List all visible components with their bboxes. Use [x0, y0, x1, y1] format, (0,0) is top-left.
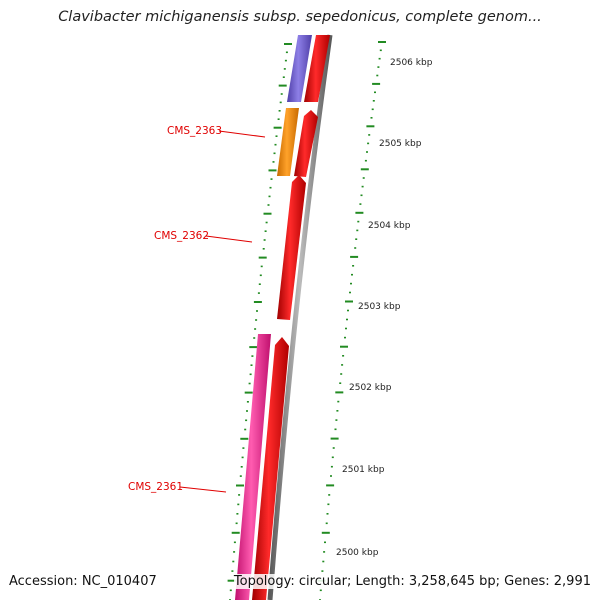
- ruler-labels: 2506 kbp 2505 kbp 2504 kbp 2503 kbp 2502…: [336, 58, 433, 558]
- topology-summary-text: Topology: circular; Length: 3,258,645 bp…: [233, 574, 591, 589]
- map-title: Clavibacter michiganensis subsp. sepedon…: [58, 9, 542, 25]
- gene-label-leader-cms-2363: [218, 130, 266, 138]
- accession-text: Accession: NC_010407: [9, 574, 157, 589]
- gene-labels: CMS_2363 CMS_2362 CMS_2361: [128, 125, 266, 493]
- ruler-label-2502: 2502 kbp: [349, 383, 392, 393]
- gene-upper-feature[interactable]: [287, 35, 312, 102]
- gene-track: [235, 35, 312, 600]
- gene-cms-2363[interactable]: [277, 108, 299, 176]
- cds-segment-top[interactable]: [304, 35, 330, 102]
- ruler-ticks-left: [227, 43, 292, 600]
- ruler-label-2505: 2505 kbp: [379, 139, 422, 149]
- gene-cms-2361[interactable]: [235, 334, 271, 600]
- gene-label-leader-cms-2361: [179, 486, 227, 493]
- cds-segment-cms-2362[interactable]: [277, 175, 306, 320]
- ruler-label-2503: 2503 kbp: [358, 302, 401, 312]
- gene-label-leader-cms-2362: [205, 235, 253, 243]
- ruler-label-2500: 2500 kbp: [336, 548, 379, 558]
- ruler-label-2501: 2501 kbp: [342, 465, 385, 475]
- cds-track: [252, 35, 330, 600]
- gene-label-cms-2361[interactable]: CMS_2361: [128, 481, 183, 493]
- ruler-label-2506: 2506 kbp: [390, 58, 433, 68]
- cds-segment-cms-2361[interactable]: [252, 337, 289, 600]
- cds-segment-cms-2363[interactable]: [294, 110, 318, 177]
- ruler-label-2504: 2504 kbp: [368, 221, 411, 231]
- ruler-ticks: [317, 41, 386, 600]
- gene-label-cms-2362[interactable]: CMS_2362: [154, 230, 209, 242]
- gene-label-cms-2363[interactable]: CMS_2363: [167, 125, 222, 137]
- genome-backbone: [267, 34, 333, 600]
